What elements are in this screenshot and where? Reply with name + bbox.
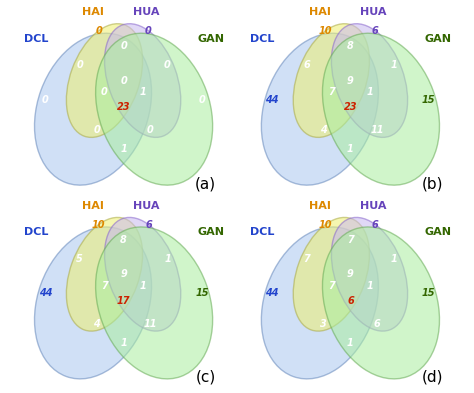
Text: (c): (c) (196, 370, 216, 385)
Text: 44: 44 (265, 288, 279, 298)
Text: 23: 23 (117, 102, 130, 112)
Text: GAN: GAN (425, 33, 452, 44)
Text: (b): (b) (422, 176, 443, 191)
Text: 44: 44 (38, 288, 52, 298)
Text: GAN: GAN (198, 33, 225, 44)
Text: 15: 15 (195, 288, 209, 298)
Text: 7: 7 (101, 281, 108, 291)
Ellipse shape (35, 227, 152, 379)
Text: 10: 10 (92, 220, 106, 230)
Text: 11: 11 (370, 125, 384, 135)
Text: 0: 0 (199, 95, 205, 105)
Ellipse shape (322, 33, 439, 185)
Text: 1: 1 (139, 87, 146, 97)
Text: 1: 1 (366, 281, 373, 291)
Text: 0: 0 (164, 60, 171, 70)
Text: 0: 0 (147, 125, 154, 135)
Text: 9: 9 (347, 75, 354, 86)
Ellipse shape (293, 24, 369, 138)
Text: 6: 6 (372, 220, 379, 230)
Ellipse shape (66, 24, 143, 138)
Text: DCL: DCL (250, 33, 275, 44)
Text: 23: 23 (344, 102, 357, 112)
Text: 0: 0 (95, 26, 102, 36)
Ellipse shape (66, 217, 143, 331)
Ellipse shape (331, 24, 408, 138)
Text: 1: 1 (120, 338, 127, 348)
Ellipse shape (35, 33, 152, 185)
Text: 1: 1 (347, 144, 354, 154)
Text: DCL: DCL (24, 33, 48, 44)
Text: 6: 6 (372, 26, 379, 36)
Text: 0: 0 (101, 87, 108, 97)
Text: 5: 5 (76, 254, 83, 264)
Text: 11: 11 (144, 319, 157, 329)
Text: 9: 9 (347, 269, 354, 279)
Text: 4: 4 (320, 125, 327, 135)
Ellipse shape (331, 217, 408, 331)
Text: HUA: HUA (133, 200, 160, 211)
Text: 0: 0 (145, 26, 152, 36)
Text: HUA: HUA (360, 200, 387, 211)
Text: 10: 10 (319, 220, 332, 230)
Text: (a): (a) (195, 176, 216, 191)
Text: 1: 1 (139, 281, 146, 291)
Text: DCL: DCL (24, 227, 48, 237)
Text: 15: 15 (422, 288, 436, 298)
Text: (d): (d) (422, 370, 443, 385)
Text: 15: 15 (422, 95, 436, 105)
Text: 17: 17 (117, 296, 130, 306)
Text: 1: 1 (164, 254, 171, 264)
Ellipse shape (105, 217, 181, 331)
Text: HAI: HAI (82, 7, 104, 17)
Text: 6: 6 (303, 60, 310, 70)
Text: 1: 1 (347, 338, 354, 348)
Text: 0: 0 (120, 41, 127, 51)
Text: 0: 0 (76, 60, 83, 70)
Text: 6: 6 (374, 319, 381, 329)
Text: 3: 3 (320, 319, 327, 329)
Ellipse shape (105, 24, 181, 138)
Text: HAI: HAI (82, 200, 104, 211)
Text: 8: 8 (347, 41, 354, 51)
Text: 4: 4 (93, 319, 100, 329)
Ellipse shape (96, 33, 213, 185)
Text: GAN: GAN (198, 227, 225, 237)
Text: 10: 10 (319, 26, 332, 36)
Text: 1: 1 (120, 144, 127, 154)
Text: GAN: GAN (425, 227, 452, 237)
Text: 44: 44 (265, 95, 279, 105)
Text: 7: 7 (328, 87, 335, 97)
Text: 0: 0 (120, 75, 127, 86)
Text: 9: 9 (120, 269, 127, 279)
Text: HUA: HUA (360, 7, 387, 17)
Text: 7: 7 (347, 235, 354, 245)
Text: HAI: HAI (309, 200, 331, 211)
Text: 1: 1 (366, 87, 373, 97)
Text: 7: 7 (328, 281, 335, 291)
Text: DCL: DCL (250, 227, 275, 237)
Text: 7: 7 (303, 254, 310, 264)
Text: HUA: HUA (133, 7, 160, 17)
Text: 1: 1 (391, 254, 398, 264)
Text: 0: 0 (93, 125, 100, 135)
Text: 0: 0 (42, 95, 49, 105)
Text: 1: 1 (391, 60, 398, 70)
Ellipse shape (293, 217, 369, 331)
Ellipse shape (96, 227, 213, 379)
Text: HAI: HAI (309, 7, 331, 17)
Ellipse shape (261, 33, 378, 185)
Text: 6: 6 (145, 220, 152, 230)
Ellipse shape (261, 227, 378, 379)
Ellipse shape (322, 227, 439, 379)
Text: 8: 8 (120, 235, 127, 245)
Text: 6: 6 (347, 296, 354, 306)
